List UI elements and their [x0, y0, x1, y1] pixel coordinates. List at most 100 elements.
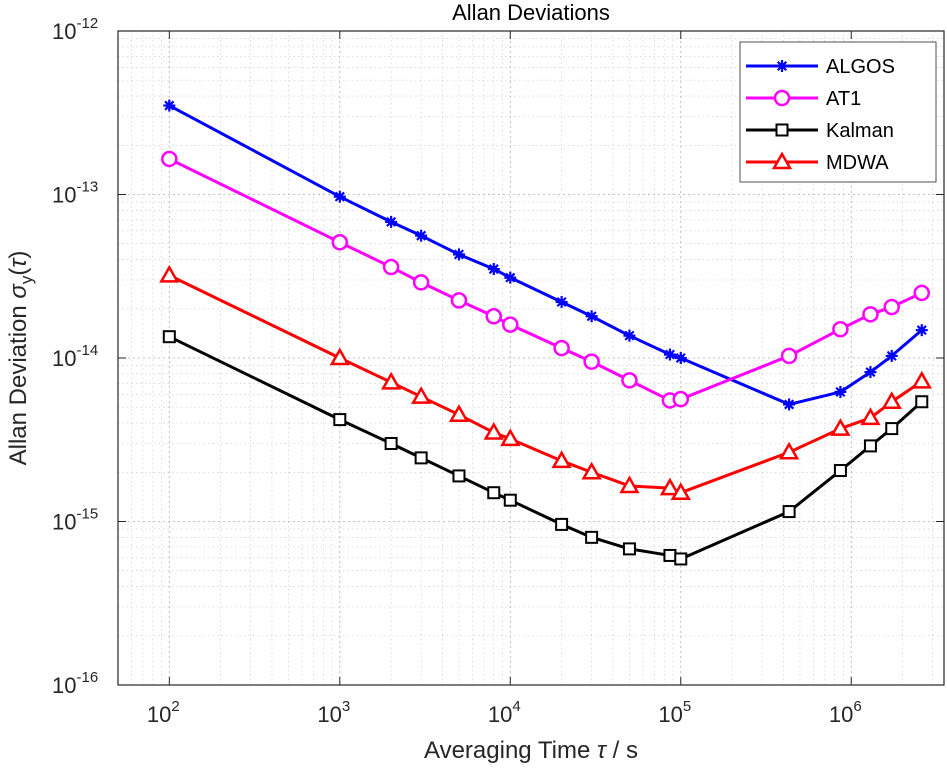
data-point-kalman: [555, 517, 569, 531]
data-point-algos: [415, 229, 428, 242]
data-point-mdwa: [500, 428, 521, 447]
x-tick-label: 102: [147, 698, 180, 727]
y-tick-label: 10-15: [52, 506, 98, 535]
data-point-algos: [674, 352, 687, 364]
legend-item-mdwa: MDWA: [746, 151, 889, 174]
x-tick-base: 10: [147, 702, 171, 727]
x-tick-exponent: 4: [512, 698, 520, 715]
legend-label: MDWA: [826, 152, 889, 174]
series-at1: [161, 150, 931, 409]
x-axis-label: Averaging Time τ / s: [424, 737, 638, 764]
data-point-kalman: [585, 530, 599, 544]
data-point-kalman: [674, 552, 688, 566]
legend-marker: [771, 151, 793, 170]
data-point-mdwa: [380, 371, 402, 390]
data-point-algos: [623, 329, 636, 342]
y-tick-label: 10-16: [52, 669, 98, 698]
data-point-at1: [553, 339, 570, 357]
data-point-mdwa: [778, 441, 800, 460]
data-point-mdwa: [659, 477, 681, 496]
data-point-mdwa: [483, 422, 504, 440]
x-tick-exponent: 3: [342, 698, 350, 715]
y-tick-base: 10: [52, 673, 76, 698]
y-axis-label-main: Allan Deviation: [5, 299, 32, 466]
data-point-at1: [780, 347, 798, 365]
data-point-at1: [450, 292, 468, 309]
data-point-at1: [672, 390, 690, 408]
x-axis-label-symbol: τ: [597, 737, 608, 764]
legend-marker: [776, 60, 788, 72]
data-point-algos: [783, 398, 796, 411]
data-point-mdwa: [551, 450, 572, 469]
x-axis-ticks: 102 103 104 105 106: [147, 31, 862, 727]
data-point-at1: [502, 316, 519, 333]
x-tick-exponent: 5: [683, 698, 691, 715]
x-tick-exponent: 2: [171, 698, 179, 715]
y-axis-label-tau: τ: [5, 257, 32, 268]
data-point-at1: [832, 320, 849, 338]
x-tick-label: 103: [317, 698, 350, 727]
legend-marker: [775, 123, 789, 137]
data-point-mdwa: [159, 264, 180, 283]
x-tick-label: 105: [658, 698, 691, 727]
data-point-kalman: [833, 464, 847, 478]
y-tick-label: 10-13: [52, 179, 98, 208]
series-kalman: [162, 330, 929, 566]
data-point-at1: [883, 298, 900, 316]
x-tick-base: 10: [829, 702, 853, 727]
data-point-mdwa: [911, 370, 932, 389]
x-tick-base: 10: [488, 702, 512, 727]
data-point-kalman: [162, 330, 176, 344]
data-point-at1: [161, 150, 178, 168]
y-tick-base: 10: [52, 346, 76, 371]
series-layer: [159, 99, 932, 566]
chart-title: Allan Deviations: [452, 0, 610, 25]
data-point-mdwa: [581, 461, 602, 480]
data-point-mdwa: [329, 347, 350, 366]
data-point-algos: [504, 271, 517, 284]
legend-marker: [773, 89, 791, 107]
data-point-mdwa: [881, 391, 902, 410]
y-tick-exponent: -15: [76, 506, 98, 523]
data-point-algos: [663, 348, 676, 361]
data-point-mdwa: [619, 475, 640, 494]
data-point-at1: [382, 258, 400, 276]
data-point-algos: [834, 385, 847, 398]
data-point-kalman: [915, 395, 929, 409]
data-point-at1: [583, 353, 600, 370]
x-tick-label: 104: [488, 698, 521, 727]
legend: ALGOS AT1 Kalman MDWA: [739, 41, 937, 183]
data-point-kalman: [885, 422, 899, 436]
data-point-kalman: [452, 469, 466, 483]
data-point-kalman: [414, 451, 428, 465]
data-point-kalman: [622, 542, 636, 556]
data-point-algos: [385, 215, 398, 228]
series-algos: [163, 99, 928, 411]
x-tick-base: 10: [317, 702, 341, 727]
data-point-kalman: [333, 413, 347, 427]
y-tick-exponent: -13: [76, 179, 98, 196]
data-point-kalman: [503, 493, 517, 507]
y-axis-label-sub: y: [17, 275, 36, 284]
data-point-at1: [412, 274, 430, 291]
legend-label: AT1: [826, 88, 861, 110]
data-point-kalman: [782, 505, 796, 519]
data-point-at1: [621, 372, 638, 389]
data-point-at1: [862, 306, 879, 323]
data-point-kalman: [384, 436, 398, 450]
series-mdwa: [159, 264, 932, 500]
data-point-algos: [487, 263, 500, 276]
legend-item-algos: ALGOS: [746, 56, 895, 78]
data-point-algos: [333, 190, 346, 203]
data-point-algos: [885, 349, 898, 362]
data-point-mdwa: [860, 407, 881, 426]
y-tick-label: 10-12: [52, 15, 98, 44]
data-point-algos: [555, 296, 568, 309]
y-tick-label: 10-14: [52, 342, 98, 371]
y-tick-exponent: -12: [76, 15, 98, 32]
y-axis-label-arg-close: ): [5, 251, 32, 259]
data-point-algos: [585, 310, 598, 323]
x-tick-exponent: 6: [853, 698, 861, 715]
